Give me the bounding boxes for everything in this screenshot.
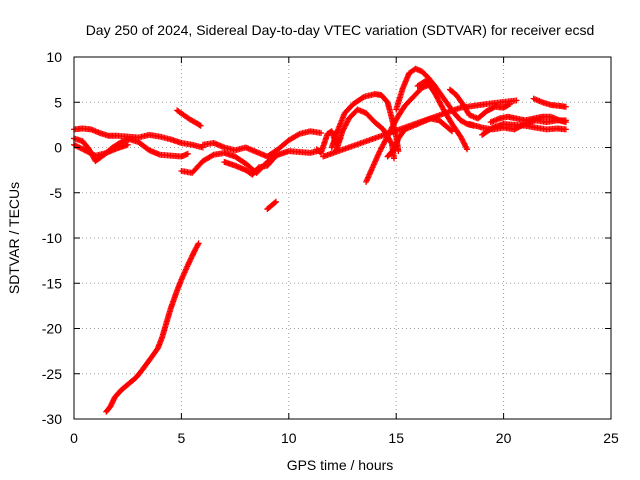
data-point — [447, 127, 454, 134]
y-tick-label: -20 — [42, 321, 62, 337]
x-tick-label: 5 — [178, 430, 186, 446]
data-point — [270, 155, 277, 162]
y-tick-label: 10 — [46, 49, 62, 65]
x-tick-label: 10 — [281, 430, 297, 446]
x-tick-label: 15 — [388, 430, 404, 446]
y-tick-label: -30 — [42, 411, 62, 427]
y-tick-label: 5 — [54, 94, 62, 110]
data-point — [562, 126, 569, 133]
grid — [74, 57, 611, 419]
data-point — [295, 131, 302, 138]
data-point — [184, 150, 191, 157]
x-axis-label: GPS time / hours — [287, 457, 394, 473]
y-tick-label: -15 — [42, 275, 62, 291]
y-axis-label: SDTVAR / TECUs — [6, 182, 22, 294]
data-point — [195, 240, 202, 247]
data-point — [395, 148, 402, 155]
axis-ticks: 0 5 10 15 20 25 -30 -25 -20 -15 -10 -5 0 5 10 — [42, 49, 619, 446]
data-point — [197, 122, 204, 129]
y-tick-label: 0 — [54, 140, 62, 156]
y-tick-label: -10 — [42, 230, 62, 246]
data-point — [318, 130, 325, 137]
data-point — [449, 128, 456, 135]
x-tick-label: 20 — [496, 430, 512, 446]
y-tick-label: -25 — [42, 366, 62, 382]
data-point — [271, 199, 278, 206]
x-tick-label: 25 — [603, 430, 619, 446]
y-tick-label: -5 — [50, 185, 63, 201]
data-point — [269, 156, 276, 163]
data-point — [320, 153, 327, 160]
data-point — [196, 122, 203, 129]
chart-title: Day 250 of 2024, Sidereal Day-to-day VTE… — [86, 22, 595, 38]
data-points — [71, 65, 569, 415]
data-point — [388, 139, 395, 146]
data-point — [124, 141, 131, 148]
data-point — [464, 146, 471, 153]
data-point — [209, 152, 216, 159]
x-tick-label: 0 — [70, 430, 78, 446]
data-point — [562, 119, 569, 126]
data-point — [272, 198, 279, 205]
data-point — [391, 155, 398, 162]
data-point — [562, 103, 569, 110]
data-point — [359, 94, 366, 101]
